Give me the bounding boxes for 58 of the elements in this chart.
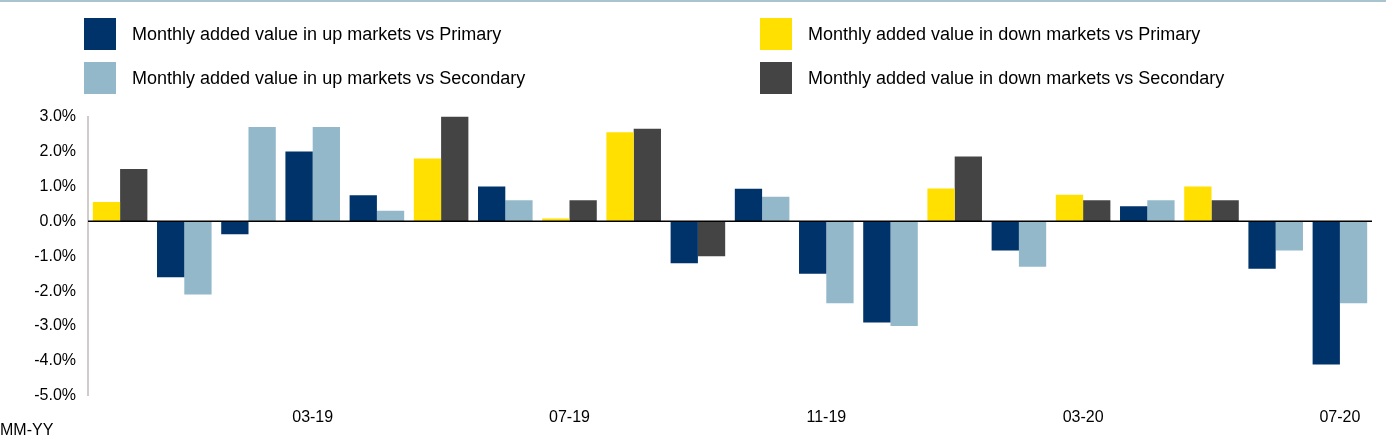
bar xyxy=(120,168,148,222)
x-tick-label: 03-20 xyxy=(1062,407,1104,425)
bar xyxy=(1018,221,1047,267)
bar xyxy=(312,127,340,222)
bar xyxy=(505,200,533,222)
legend-label: Monthly added value in up markets vs Secondary xyxy=(132,67,526,89)
x-tick-label: 03-19 xyxy=(292,407,334,425)
bar xyxy=(1211,200,1239,222)
x-tick-label: 11-19 xyxy=(806,407,847,425)
bar xyxy=(697,221,726,257)
bar xyxy=(1120,206,1148,222)
legend-label: Monthly added value in up markets vs Primary xyxy=(132,23,502,45)
y-tick-label: 2.0% xyxy=(39,141,76,159)
bar xyxy=(633,128,661,222)
bar xyxy=(1248,221,1276,269)
x-tick-label: 07-20 xyxy=(1319,407,1361,425)
bar xyxy=(92,202,121,222)
bar xyxy=(1312,221,1340,365)
bar xyxy=(890,221,918,326)
bar xyxy=(954,156,982,222)
bar xyxy=(1184,186,1212,222)
bar xyxy=(285,151,313,222)
bar xyxy=(376,210,405,222)
bar xyxy=(606,132,634,222)
bar xyxy=(762,196,790,222)
bar xyxy=(221,221,249,235)
y-tick-label: -3.0% xyxy=(34,316,76,334)
y-tick-label: -5.0% xyxy=(34,386,76,404)
bar xyxy=(799,221,827,274)
bar xyxy=(991,221,1019,251)
y-tick-label: -4.0% xyxy=(34,351,76,369)
bar xyxy=(569,200,597,222)
x-axis-title: MM-YY xyxy=(0,421,54,439)
x-tick-label: 07-19 xyxy=(549,407,591,425)
y-tick-label: 0.0% xyxy=(39,211,76,229)
bar xyxy=(863,221,891,323)
bar xyxy=(1083,200,1111,222)
bar xyxy=(184,221,212,295)
bar xyxy=(670,221,698,264)
bar xyxy=(349,195,377,222)
y-tick-label: -1.0% xyxy=(34,246,76,264)
bar xyxy=(826,221,854,304)
bar xyxy=(248,127,276,222)
legend-label: Monthly added value in down markets vs Secondary xyxy=(808,67,1225,89)
bar xyxy=(157,221,185,278)
legend-label: Monthly added value in down markets vs Primary xyxy=(808,23,1201,45)
y-tick-label: 1.0% xyxy=(39,176,76,194)
bar xyxy=(413,158,442,222)
bar xyxy=(1147,200,1175,222)
bar xyxy=(734,188,763,222)
y-tick-label: 3.0% xyxy=(39,107,76,125)
bar xyxy=(441,116,469,222)
bar xyxy=(478,186,506,222)
bar xyxy=(1339,221,1368,304)
bar xyxy=(927,188,955,222)
y-tick-label: -2.0% xyxy=(34,281,76,299)
bar xyxy=(1055,194,1084,222)
bar xyxy=(1275,221,1303,251)
